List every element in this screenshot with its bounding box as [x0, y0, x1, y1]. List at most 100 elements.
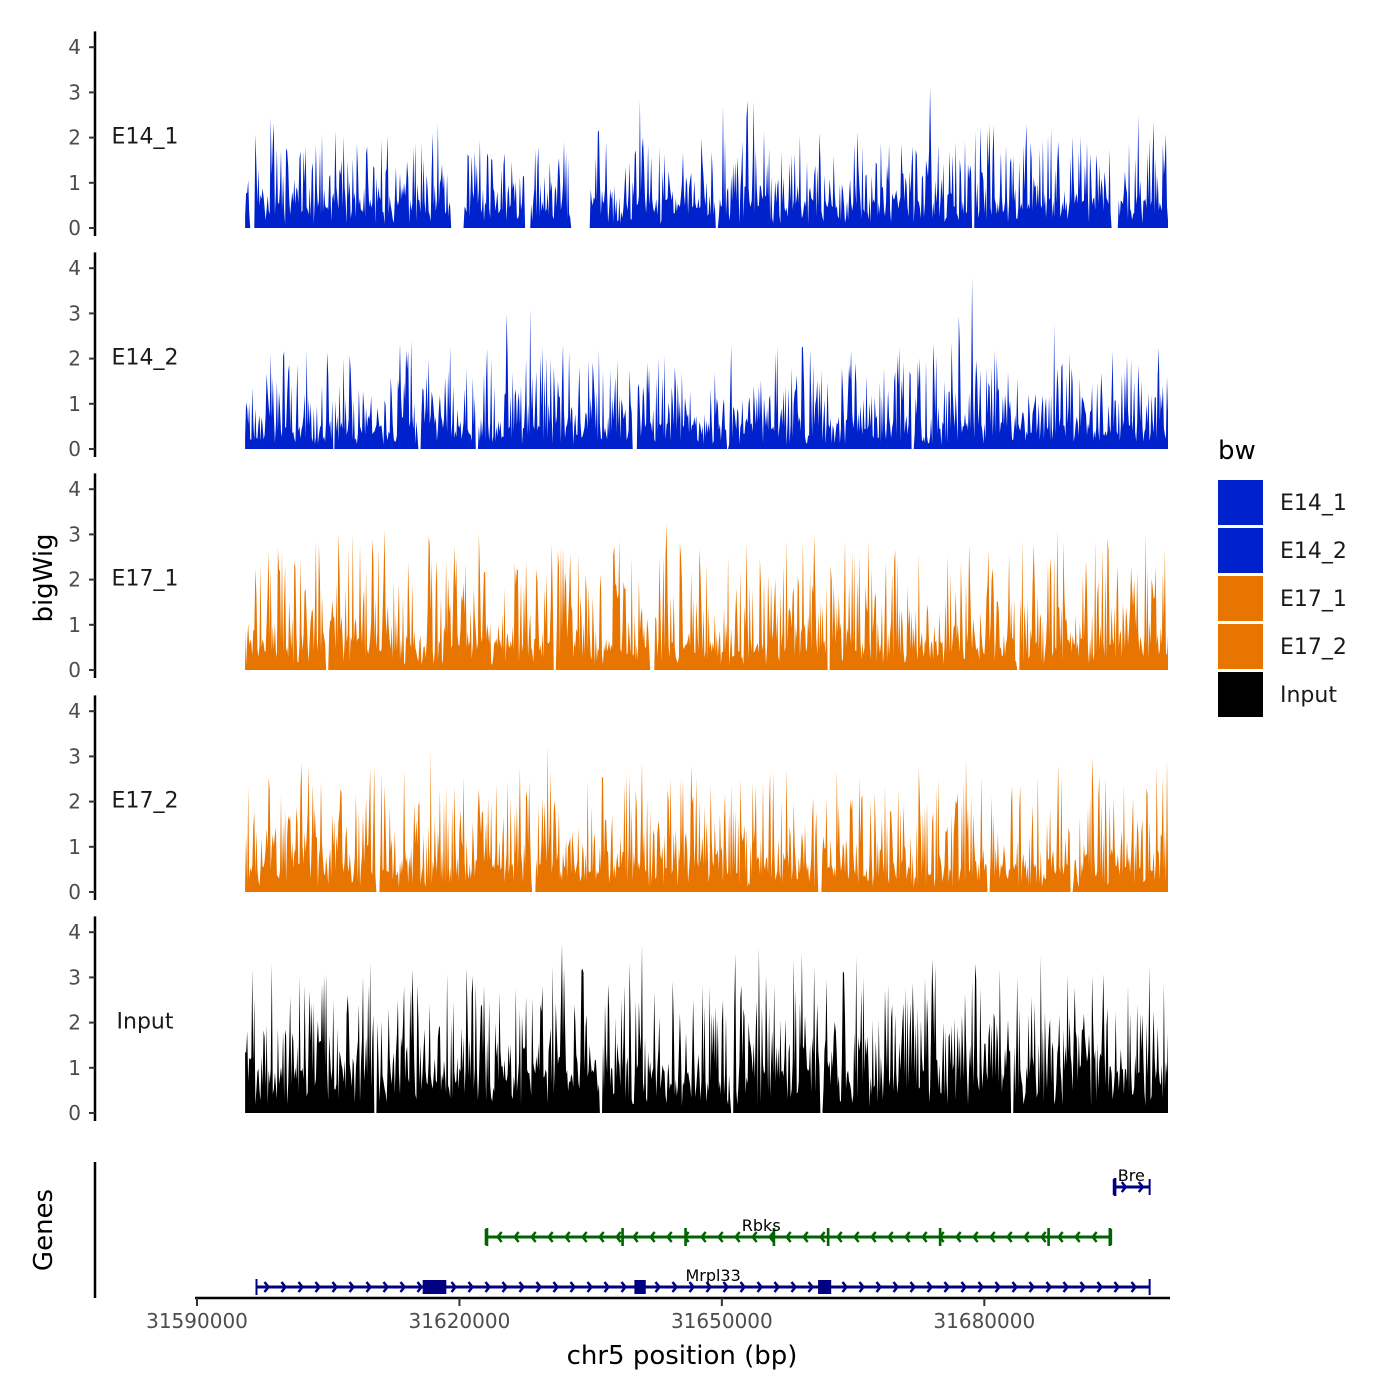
legend-swatch-E17_2: [1218, 624, 1263, 669]
strand-arrow: [1028, 1281, 1036, 1293]
track-E17_1: 0 1 2 3 4 E17_1: [68, 473, 1169, 682]
strand-arrow: [450, 1281, 458, 1293]
strand-arrow: [530, 1231, 537, 1243]
genes-axis-title: Genes: [29, 1189, 59, 1271]
y-tick-label: 0: [68, 658, 81, 682]
strand-arrow: [314, 1281, 322, 1293]
y-tick-label: 3: [68, 80, 81, 104]
y-tick-label: 2: [68, 790, 81, 814]
y-tick-label: 3: [68, 965, 81, 989]
strand-arrow: [858, 1281, 866, 1293]
legend-swatch-Input: [1218, 672, 1263, 717]
y-tick-label: 4: [68, 35, 81, 59]
exon: [621, 1228, 624, 1246]
y-tick-label: 1: [68, 1056, 81, 1080]
strand-arrow: [535, 1281, 543, 1293]
strand-arrow: [739, 1281, 747, 1293]
strand-arrow: [751, 1231, 758, 1243]
track-E17_2: 0 1 2 3 4 E17_2: [68, 695, 1169, 904]
strand-arrow: [569, 1281, 577, 1293]
gene-label-Bre: Bre: [1118, 1166, 1145, 1185]
y-tick-label: 0: [68, 437, 81, 461]
strand-arrow: [615, 1231, 622, 1243]
y-tick-label: 1: [68, 171, 81, 195]
strand-arrow: [547, 1231, 554, 1243]
exon: [485, 1228, 489, 1246]
strand-arrow: [586, 1281, 594, 1293]
strand-arrow: [807, 1281, 815, 1293]
track-label: E17_1: [112, 567, 179, 592]
y-tick-label: 0: [68, 1101, 81, 1125]
y-tick-label: 1: [68, 392, 81, 416]
exon: [684, 1228, 687, 1246]
legend-label-E17_2: E17_2: [1280, 635, 1347, 660]
strand-arrow: [331, 1281, 339, 1293]
strand-arrow: [1040, 1231, 1047, 1243]
strand-arrow: [892, 1281, 900, 1293]
strand-arrow: [501, 1281, 509, 1293]
track-label: E14_1: [112, 125, 179, 150]
legend-label-Input: Input: [1280, 683, 1337, 708]
y-tick-label: 0: [68, 216, 81, 240]
strand-arrow: [875, 1281, 883, 1293]
strand-arrow: [773, 1281, 781, 1293]
strand-arrow: [654, 1281, 662, 1293]
strand-arrow: [756, 1281, 764, 1293]
strand-arrow: [484, 1281, 492, 1293]
strand-arrow: [836, 1231, 843, 1243]
strand-arrow: [1062, 1281, 1070, 1293]
strand-arrow: [926, 1281, 934, 1293]
x-tick-label: 31620000: [409, 1309, 511, 1333]
x-axis-title: chr5 position (bp): [567, 1341, 798, 1371]
strand-arrow: [887, 1231, 894, 1243]
x-tick-label: 31590000: [146, 1309, 248, 1333]
strand-arrow: [943, 1281, 951, 1293]
strand-arrow: [700, 1231, 707, 1243]
exon: [422, 1280, 447, 1294]
gene-track: Bre Rbks Mrpl33: [93, 1162, 1151, 1298]
strand-arrow: [1096, 1281, 1104, 1293]
strand-arrow: [399, 1281, 407, 1293]
strand-arrow: [263, 1281, 271, 1293]
legend-label-E14_1: E14_1: [1280, 491, 1347, 516]
y-tick-label: 0: [68, 880, 81, 904]
strand-arrow: [960, 1281, 968, 1293]
strand-arrow: [513, 1231, 520, 1243]
strand-arrow: [1113, 1281, 1121, 1293]
strand-arrow: [1091, 1231, 1098, 1243]
strand-arrow: [603, 1281, 611, 1293]
strand-arrow: [972, 1231, 979, 1243]
exon: [1108, 1228, 1112, 1246]
x-axis: 31590000 31620000 31650000 31680000: [146, 1296, 1170, 1333]
track-label: E14_2: [112, 346, 179, 371]
exon: [826, 1228, 830, 1246]
strand-arrow: [819, 1231, 826, 1243]
gene-Mrpl33: Mrpl33: [255, 1266, 1151, 1295]
x-tick-label: 31680000: [933, 1309, 1035, 1333]
legend-label-E14_2: E14_2: [1280, 539, 1347, 564]
signal-area-E17_1: [245, 523, 1169, 670]
exon: [818, 1280, 832, 1294]
signal-area-E14_2: [245, 277, 1169, 449]
gene-Rbks: Rbks: [484, 1216, 1113, 1246]
strand-arrow: [1120, 1181, 1128, 1193]
strand-arrow: [518, 1281, 526, 1293]
y-tick-label: 3: [68, 301, 81, 325]
strand-arrow: [1130, 1281, 1138, 1293]
strand-arrow: [722, 1281, 730, 1293]
strand-arrow: [994, 1281, 1002, 1293]
exon: [1113, 1178, 1117, 1196]
track-E14_2: 0 1 2 3 4 E14_2: [68, 252, 1169, 461]
y-tick-label: 4: [68, 256, 81, 280]
strand-arrow: [717, 1231, 724, 1243]
y-axis-title: bigWig: [29, 533, 59, 622]
y-tick-label: 2: [68, 126, 81, 150]
strand-arrow: [564, 1231, 571, 1243]
strand-arrow: [382, 1281, 390, 1293]
y-tick-label: 2: [68, 568, 81, 592]
strand-arrow: [977, 1281, 985, 1293]
signal-tracks: 0 1 2 3 4 E14_1 0 1 2 3 4 E14_2 0 1 2 3 4 E17_1 0 1 2 3 4 E17_2…: [68, 31, 1169, 1125]
y-tick-label: 3: [68, 522, 81, 546]
strand-arrow: [955, 1231, 962, 1243]
